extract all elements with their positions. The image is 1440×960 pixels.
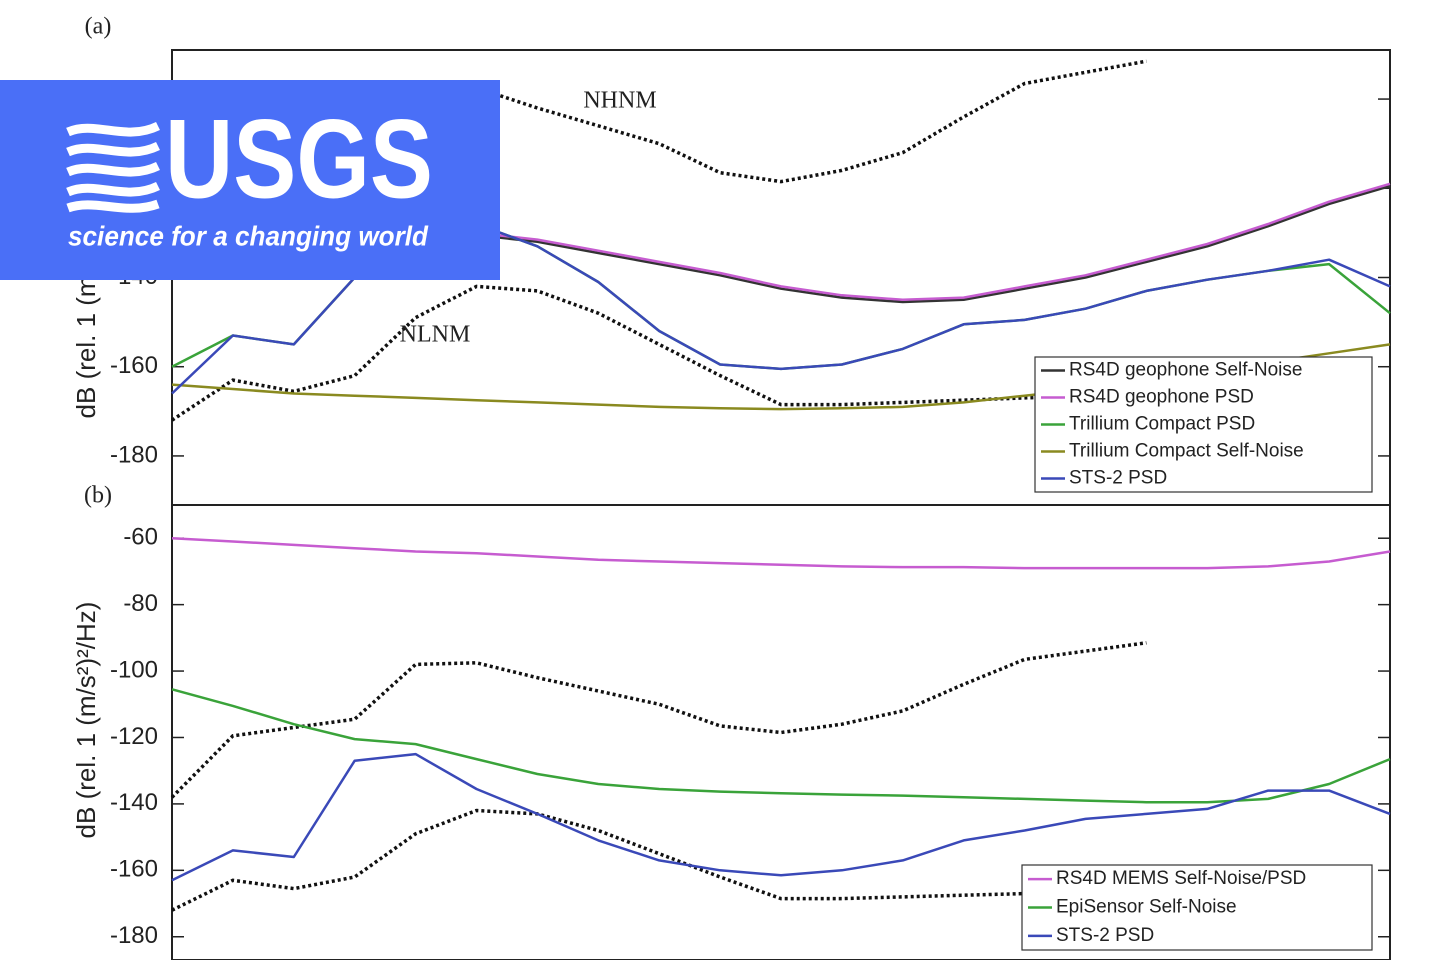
series-line [171, 752, 1391, 882]
legend-label: RS4D geophone Self-Noise [1069, 360, 1302, 381]
noise-model-label: NLNM [400, 322, 471, 348]
panel-label: (b) [84, 483, 112, 509]
y-tick-label: -180 [110, 922, 158, 949]
series-line [171, 688, 1391, 804]
plot-frame [171, 504, 1391, 960]
y-axis-label: dB (rel. 1 (m/s²)²/Hz) [71, 602, 101, 839]
y-tick-label: -160 [110, 856, 158, 883]
panel-label: (a) [85, 14, 112, 40]
legend-box [1021, 864, 1373, 951]
legend-label: RS4D MEMS Self-Noise/PSD [1056, 868, 1306, 889]
series-line [171, 536, 1391, 570]
logo-background [0, 80, 500, 280]
panel: -180 -160 -140 -120 -100 -80 -60 dB (rel. 1 (m/… [71, 483, 1391, 960]
legend-label: EpiSensor Self-Noise [1056, 897, 1237, 918]
logo-text: USGS [165, 97, 433, 222]
noise-model-line [171, 808, 1147, 912]
logo: USGS science for a changing world [0, 80, 500, 280]
noise-model-line [170, 641, 1147, 799]
y-tick-label: -120 [110, 723, 158, 750]
legend-label: Trillium Compact PSD [1069, 414, 1255, 435]
legend-box [1034, 356, 1373, 493]
legend-label: STS-2 PSD [1056, 925, 1154, 946]
legend-label: Trillium Compact Self-Noise [1069, 441, 1304, 462]
noise-model-label: NHNM [583, 88, 656, 114]
legend-label: RS4D geophone PSD [1069, 387, 1254, 408]
legend-label: STS-2 PSD [1069, 468, 1167, 489]
legend: RS4D geophone Self-Noise RS4D geophone PS… [1034, 356, 1373, 493]
y-tick-label: -160 [110, 352, 158, 379]
y-tick-label: -60 [123, 524, 158, 551]
legend: RS4D MEMS Self-Noise/PSD EpiSensor Self-N… [1021, 864, 1373, 951]
logo-tagline: science for a changing world [68, 220, 429, 251]
y-tick-label: -100 [110, 656, 158, 683]
y-tick-label: -140 [110, 789, 158, 816]
logo-waves [66, 121, 160, 213]
y-tick-label: -80 [123, 590, 158, 617]
y-tick-label: -180 [110, 441, 158, 468]
